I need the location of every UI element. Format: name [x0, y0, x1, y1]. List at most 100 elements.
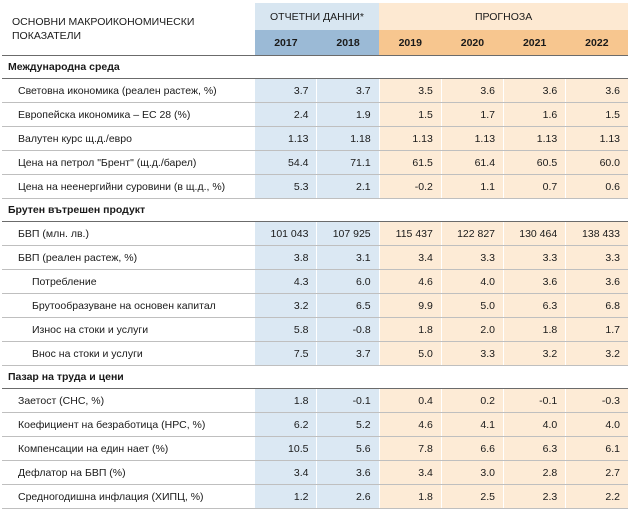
table-cell: 1.5: [378, 102, 442, 127]
table-cell: 2.5: [440, 484, 504, 509]
table-cell: 4.1: [440, 412, 504, 437]
table-cell: 3.6: [565, 269, 628, 294]
table-cell: 0.2: [440, 388, 504, 413]
table-row: Цена на петрол "Брент" (щ.д./барел) 54.4 7…: [2, 150, 628, 175]
year-header: 2020: [441, 30, 504, 57]
table-cell: 0.4: [378, 388, 442, 413]
table-cell: 61.4: [440, 150, 504, 175]
year-header: 2017: [254, 30, 317, 57]
table-row: Компенсации на един нает (%) 10.5 5.6 7.8 6.…: [2, 436, 628, 461]
actual-data-header: ОТЧЕТНИ ДАННИ*: [254, 3, 380, 31]
table-cell: 6.8: [565, 293, 628, 318]
table-cell: 2.7: [565, 460, 628, 485]
table-cell: 3.5: [378, 78, 442, 103]
year-header: 2021: [503, 30, 566, 57]
table-cell: 101 043: [254, 221, 317, 246]
table-row: БВП (млн. лв.) 101 043 107 925 115 437 122 8…: [2, 221, 628, 246]
table-cell: 1.7: [565, 317, 628, 342]
row-label: Коефициент на безработица (НРС, %): [2, 412, 255, 437]
row-label: Дефлатор на БВП (%): [2, 460, 255, 485]
table-cell: 3.3: [503, 245, 566, 270]
table-cell: 4.0: [503, 412, 566, 437]
table-cell: 1.1: [440, 174, 504, 199]
row-label: Брутообразуване на основен капитал: [2, 293, 255, 318]
table-cell: 3.0: [440, 460, 504, 485]
table-row: Заетост (СНС, %) 1.8 -0.1 0.4 0.2 -0.1 -0.3: [2, 388, 628, 413]
table-cell: -0.3: [565, 388, 628, 413]
table-cell: 5.2: [316, 412, 380, 437]
table-cell: 3.2: [503, 341, 566, 366]
section-title: Международна среда: [2, 55, 628, 79]
table-cell: 6.5: [316, 293, 380, 318]
table-cell: 61.5: [378, 150, 442, 175]
table-cell: 7.8: [378, 436, 442, 461]
table-cell: 1.13: [503, 126, 566, 151]
row-label: Валутен курс щ.д./евро: [2, 126, 255, 151]
table-cell: 1.13: [440, 126, 504, 151]
table-cell: 3.7: [316, 78, 380, 103]
macro-indicators-table: ОСНОВНИ МАКРОИКОНОМИЧЕСКИ ПОКАЗАТЕЛИ ОТЧ…: [2, 3, 628, 509]
table-cell: 115 437: [378, 221, 442, 246]
table-cell: 7.5: [254, 341, 317, 366]
table-cell: 2.3: [503, 484, 566, 509]
table-cell: 54.4: [254, 150, 317, 175]
row-label: БВП (реален растеж, %): [2, 245, 255, 270]
table-cell: 4.6: [378, 412, 442, 437]
table-cell: 1.18: [316, 126, 380, 151]
table-cell: 3.3: [565, 245, 628, 270]
table-cell: 1.2: [254, 484, 317, 509]
table-row: Валутен курс щ.д./евро 1.13 1.18 1.13 1.13 1.…: [2, 126, 628, 151]
table-row: БВП (реален растеж, %) 3.8 3.1 3.4 3.3 3.3 3.3: [2, 245, 628, 270]
table-cell: 3.2: [565, 341, 628, 366]
table-cell: 3.4: [378, 245, 442, 270]
table-cell: 138 433: [565, 221, 628, 246]
row-label: Средногодишна инфлация (ХИПЦ, %): [2, 484, 255, 509]
table-cell: 9.9: [378, 293, 442, 318]
table-row: Износ на стоки и услуги 5.8 -0.8 1.8 2.0 1.8 1…: [2, 317, 628, 342]
table-cell: 1.9: [316, 102, 380, 127]
table-cell: 6.3: [503, 293, 566, 318]
table-row: Внос на стоки и услуги 7.5 3.7 5.0 3.3 3.2 3.2: [2, 341, 628, 366]
table-cell: -0.1: [316, 388, 380, 413]
table-cell: 1.13: [378, 126, 442, 151]
table-cell: 3.3: [440, 245, 504, 270]
table-cell: 5.6: [316, 436, 380, 461]
section-title: Брутен вътрешен продукт: [2, 198, 628, 222]
table-cell: 2.0: [440, 317, 504, 342]
table-cell: 1.8: [503, 317, 566, 342]
table-cell: 3.7: [254, 78, 317, 103]
table-row: Цена на неенергийни суровини (в щ.д., %)…: [2, 174, 628, 199]
table-cell: 6.6: [440, 436, 504, 461]
table-cell: 10.5: [254, 436, 317, 461]
table-cell: 4.3: [254, 269, 317, 294]
table-cell: 1.5: [565, 102, 628, 127]
table-row: Брутообразуване на основен капитал 3.2 6.5…: [2, 293, 628, 318]
table-cell: 2.4: [254, 102, 317, 127]
row-label: Компенсации на един нает (%): [2, 436, 255, 461]
section-header-row: Брутен вътрешен продукт: [2, 198, 628, 222]
table-cell: 6.1: [565, 436, 628, 461]
table-cell: -0.8: [316, 317, 380, 342]
row-label: Внос на стоки и услуги: [2, 341, 255, 366]
table-cell: 3.4: [254, 460, 317, 485]
table-cell: 3.7: [316, 341, 380, 366]
table-cell: 60.5: [503, 150, 566, 175]
table-cell: 3.6: [440, 78, 504, 103]
row-label: Износ на стоки и услуги: [2, 317, 255, 342]
table-cell: 6.2: [254, 412, 317, 437]
table-cell: 1.7: [440, 102, 504, 127]
table-row: Коефициент на безработица (НРС, %) 6.2 5.2…: [2, 412, 628, 437]
table-row: Потребление 4.3 6.0 4.6 4.0 3.6 3.6: [2, 269, 628, 294]
table-cell: 6.0: [316, 269, 380, 294]
table-cell: 1.13: [565, 126, 628, 151]
table-cell: 3.6: [503, 78, 566, 103]
table-cell: 5.0: [378, 341, 442, 366]
row-label: Цена на петрол "Брент" (щ.д./барел): [2, 150, 255, 175]
table-cell: 3.4: [378, 460, 442, 485]
table-cell: 1.8: [378, 317, 442, 342]
section-header-row: Международна среда: [2, 55, 628, 79]
row-label: БВП (млн. лв.): [2, 221, 255, 246]
table-cell: 5.8: [254, 317, 317, 342]
table-cell: 3.1: [316, 245, 380, 270]
table-cell: 0.7: [503, 174, 566, 199]
